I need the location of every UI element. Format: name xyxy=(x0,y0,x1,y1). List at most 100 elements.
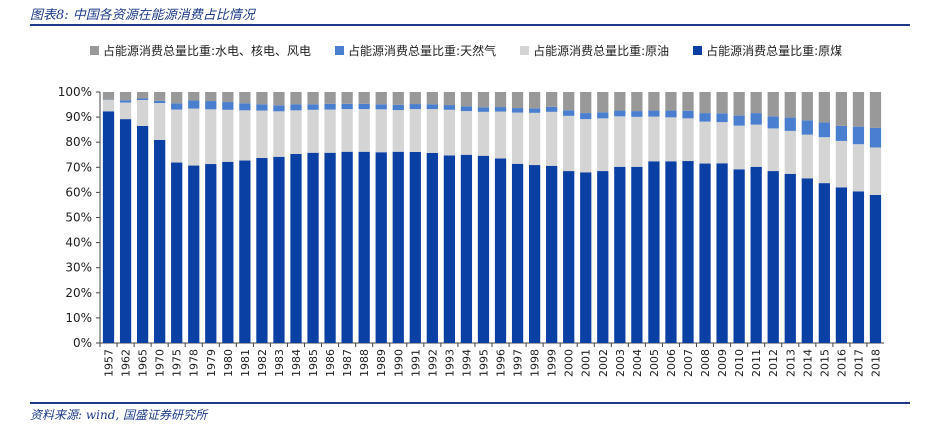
bar-segment-other xyxy=(205,92,217,102)
x-tick-label: 1980 xyxy=(222,349,235,377)
bar-segment-coal xyxy=(648,161,660,343)
bar-segment-coal xyxy=(511,163,524,343)
bar-segment-other xyxy=(324,92,336,104)
bar-segment-oil xyxy=(443,109,456,156)
bar-segment-other xyxy=(665,92,677,111)
bar-segment-other xyxy=(136,92,149,99)
legend-item-other: 占能源消费总量比重:水电、核电、风电 xyxy=(90,42,311,59)
bar-segment-coal xyxy=(188,165,200,343)
x-tick-label: 2011 xyxy=(750,349,763,377)
x-tick-label: 2001 xyxy=(580,349,593,377)
bar-segment-gas xyxy=(136,98,149,101)
bar-segment-oil xyxy=(154,103,166,140)
bar-segment-oil xyxy=(699,121,711,164)
bar-segment-oil xyxy=(580,119,592,173)
bar-segment-coal xyxy=(102,111,115,344)
legend-swatch-other xyxy=(90,46,99,55)
x-tick-label: 2013 xyxy=(784,349,797,377)
x-tick-label: 1989 xyxy=(375,349,388,377)
bar-segment-gas xyxy=(597,112,609,119)
bar-segment-oil xyxy=(835,140,848,188)
bar-segment-other xyxy=(869,92,882,128)
bar-segment-coal xyxy=(852,191,865,343)
chart-legend: 占能源消费总量比重:水电、核电、风电 占能源消费总量比重:天然气 占能源消费总量… xyxy=(90,42,842,59)
bar-segment-oil xyxy=(528,112,541,166)
bar-segment-gas xyxy=(375,104,387,110)
bar-segment-coal xyxy=(631,166,643,343)
bar-segment-other xyxy=(818,92,830,123)
y-tick-label: 60% xyxy=(65,185,92,199)
bar-segment-gas xyxy=(222,102,234,110)
bar-segment-coal xyxy=(801,178,813,343)
bar-segment-other xyxy=(699,92,711,114)
x-tick-label: 2010 xyxy=(733,349,746,377)
bar-segment-oil xyxy=(665,117,677,162)
bar-segment-other xyxy=(852,92,865,127)
bar-segment-coal xyxy=(750,166,762,343)
bar-segment-oil xyxy=(784,130,796,174)
bar-segment-other xyxy=(341,92,353,104)
bar-segment-other xyxy=(682,92,694,111)
bar-segment-gas xyxy=(563,110,575,116)
x-tick-label: 1992 xyxy=(426,349,439,377)
bar-segment-oil xyxy=(324,109,336,153)
x-tick-label: 2009 xyxy=(716,349,729,377)
bar-segment-gas xyxy=(119,100,132,103)
legend-label-coal: 占能源消费总量比重:原煤 xyxy=(706,44,843,58)
x-tick-label: 1996 xyxy=(495,349,508,377)
bar-segment-other xyxy=(307,92,319,105)
bar-segment-coal xyxy=(665,161,677,343)
bar-segment-gas xyxy=(750,113,762,125)
bar-segment-other xyxy=(631,92,643,112)
bar-segment-coal xyxy=(341,151,353,343)
bar-segment-other xyxy=(443,92,456,106)
y-tick-label: 80% xyxy=(65,135,92,149)
bar-segment-coal xyxy=(682,161,694,343)
bar-segment-oil xyxy=(869,147,882,195)
figure-title: 图表8: 中国各资源在能源消费占比情况 xyxy=(30,8,255,23)
bar-segment-oil xyxy=(341,109,353,152)
bar-segment-other xyxy=(409,92,421,105)
y-tick-label: 90% xyxy=(65,110,92,124)
x-tick-label: 2008 xyxy=(699,349,712,377)
bar-segment-gas xyxy=(273,105,285,112)
bar-segment-gas xyxy=(341,103,353,110)
bar-segment-gas xyxy=(188,100,200,109)
bar-segment-coal xyxy=(767,171,779,343)
bar-segment-other xyxy=(477,92,490,108)
x-tick-label: 1999 xyxy=(546,349,559,377)
legend-label-gas: 占能源消费总量比重:天然气 xyxy=(348,44,497,58)
x-tick-label: 2000 xyxy=(563,349,576,377)
x-tick-label: 1970 xyxy=(154,349,167,377)
x-tick-label: 2005 xyxy=(648,349,661,377)
bar-segment-coal xyxy=(273,156,285,343)
legend-item-gas: 占能源消费总量比重:天然气 xyxy=(335,42,496,59)
bar-segment-coal xyxy=(239,160,251,343)
bar-segment-oil xyxy=(290,110,302,154)
bar-segment-other xyxy=(784,92,796,118)
bar-segment-gas xyxy=(154,100,166,104)
bar-segment-coal xyxy=(119,119,132,343)
bar-segment-coal xyxy=(546,165,558,343)
bar-segment-coal xyxy=(477,155,490,343)
bar-segment-coal xyxy=(869,194,882,343)
bar-segment-coal xyxy=(614,166,626,343)
bar-segment-other xyxy=(273,92,285,106)
bar-segment-gas xyxy=(767,116,779,129)
bar-segment-gas xyxy=(426,104,438,110)
bar-segment-oil xyxy=(188,108,200,166)
x-tick-label: 2007 xyxy=(682,349,695,377)
bar-segment-other xyxy=(358,92,370,104)
bar-segment-gas xyxy=(324,103,336,110)
bar-segment-gas xyxy=(614,110,626,117)
x-tick-label: 2017 xyxy=(852,349,865,377)
bar-segment-other xyxy=(801,92,813,121)
bar-segment-gas xyxy=(205,101,217,110)
y-tick-label: 50% xyxy=(65,211,92,225)
bar-segment-gas xyxy=(460,106,473,112)
bar-segment-oil xyxy=(222,109,234,162)
bar-segment-oil xyxy=(546,111,558,166)
bar-segment-oil xyxy=(852,144,865,192)
bar-segment-oil xyxy=(511,112,524,164)
